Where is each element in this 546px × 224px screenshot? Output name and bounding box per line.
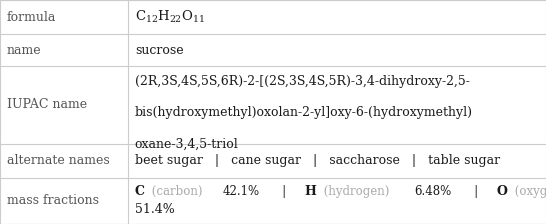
Text: formula: formula — [7, 11, 56, 24]
Text: (oxygen): (oxygen) — [511, 185, 546, 198]
Text: O: O — [497, 185, 508, 198]
Text: (hydrogen): (hydrogen) — [320, 185, 393, 198]
Text: (carbon): (carbon) — [148, 185, 206, 198]
Text: |: | — [462, 185, 489, 198]
Text: oxane-3,4,5-triol: oxane-3,4,5-triol — [135, 137, 239, 150]
Text: H: H — [305, 185, 317, 198]
Text: sucrose: sucrose — [135, 44, 183, 57]
Text: (2R,3S,4S,5S,6R)-2-[(2S,3S,4S,5R)-3,4-dihydroxy-2,5-: (2R,3S,4S,5S,6R)-2-[(2S,3S,4S,5R)-3,4-di… — [135, 75, 470, 88]
Text: 51.4%: 51.4% — [135, 203, 175, 216]
Text: mass fractions: mass fractions — [7, 194, 98, 207]
Text: name: name — [7, 44, 41, 57]
Text: IUPAC name: IUPAC name — [7, 98, 87, 111]
Text: bis(hydroxymethyl)oxolan-2-yl]oxy-6-(hydroxymethyl): bis(hydroxymethyl)oxolan-2-yl]oxy-6-(hyd… — [135, 106, 473, 119]
Text: |: | — [271, 185, 297, 198]
Text: alternate names: alternate names — [7, 154, 109, 167]
Text: 42.1%: 42.1% — [223, 185, 260, 198]
Text: $\mathregular{C_{12}H_{22}O_{11}}$: $\mathregular{C_{12}H_{22}O_{11}}$ — [135, 9, 205, 25]
Text: beet sugar   |   cane sugar   |   saccharose   |   table sugar: beet sugar | cane sugar | saccharose | t… — [135, 154, 500, 167]
Text: C: C — [135, 185, 145, 198]
Text: 6.48%: 6.48% — [414, 185, 452, 198]
